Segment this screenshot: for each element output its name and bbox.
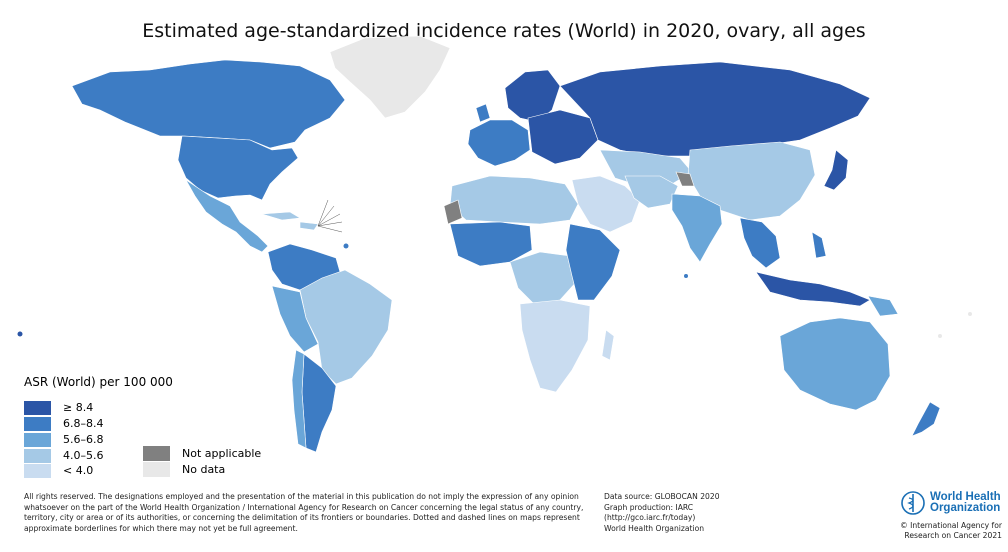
region-northern-europe[interactable] [504,69,561,123]
region-usa[interactable] [177,135,299,201]
legend-swatch [24,448,51,463]
source-line: Data source: GLOBOCAN 2020 [604,492,720,501]
region-caribbean[interactable] [261,211,319,231]
caribbean-pointers [317,199,343,233]
region-middle-east[interactable] [571,175,641,233]
region-russia[interactable] [559,61,871,157]
legend-label: 6.8–8.4 [63,417,104,430]
legend-swatch [143,446,170,461]
who-name-line: World Health [930,491,1001,503]
legend-item: 4.0–5.6 [24,448,104,463]
legend-label: ≥ 8.4 [63,401,94,414]
legend-label: No data [182,463,226,476]
who-emblem-icon [901,491,925,515]
region-japan[interactable] [823,149,849,191]
region-eastern-europe[interactable] [527,109,599,165]
legend-label: < 4.0 [63,464,94,477]
legend-title: ASR (World) per 100 000 [24,375,173,389]
who-name-line: Organization [930,502,1001,514]
map-title: Estimated age-standardized incidence rat… [142,20,866,42]
legend-label: Not applicable [182,447,262,460]
disclaimer-footnote: All rights reserved. The designations em… [24,492,584,533]
island-marker [343,243,349,249]
legend-swatch [24,463,51,478]
region-western-sahara[interactable] [443,199,463,225]
region-southern-africa[interactable] [519,299,591,393]
region-greenland[interactable] [329,35,451,119]
legend-not-applicable: Not applicable [143,446,261,461]
region-new-zealand[interactable] [911,401,941,437]
source-info: Data source: GLOBOCAN 2020 Graph product… [604,492,784,534]
region-china[interactable] [687,141,816,221]
region-west-africa[interactable] [449,221,533,267]
legend-item: < 4.0 [24,463,93,478]
region-philippines[interactable] [811,231,827,259]
region-east-africa[interactable] [565,223,621,301]
region-southeast-asia[interactable] [739,217,781,269]
legend-no-data: No data [143,462,225,477]
island-marker [17,331,23,337]
region-kashmir[interactable] [675,171,695,187]
region-western-europe[interactable] [467,119,531,167]
legend-swatch [24,416,51,431]
who-name: World Health Organization [930,491,1001,514]
region-indonesia[interactable] [755,271,871,307]
iarc-copyright: © International Agency for Research on C… [880,521,1002,541]
legend-swatch [143,462,170,477]
region-central-africa[interactable] [509,251,579,305]
source-link[interactable]: (http://gco.iarc.fr/today) [604,513,696,522]
region-mexico[interactable] [185,179,269,253]
legend-swatch [24,432,51,447]
legend-label: 5.6–6.8 [63,433,104,446]
island-marker [968,312,972,316]
iarc-line: Research on Cancer 2021 [904,531,1002,540]
region-papua[interactable] [867,295,899,317]
legend-swatch [24,400,51,415]
source-line: Graph production: IARC [604,502,694,512]
region-brazil[interactable] [299,269,393,385]
region-india[interactable] [671,193,723,263]
region-canada-alaska[interactable] [71,59,346,149]
legend-item: 6.8–8.4 [24,416,104,431]
region-chile[interactable] [291,349,307,449]
region-north-africa[interactable] [449,175,579,225]
region-madagascar[interactable] [601,329,615,361]
region-peru-bolivia[interactable] [271,285,319,353]
island-marker [938,334,942,338]
region-iran-afghanistan[interactable] [624,175,679,209]
legend-item: 5.6–6.8 [24,432,104,447]
who-logo: World Health Organization [900,490,1001,516]
iarc-line: © International Agency for [900,521,1002,530]
legend-item: ≥ 8.4 [24,400,93,415]
island-marker [684,274,688,278]
legend-label: 4.0–5.6 [63,449,104,462]
source-line: World Health Organization [604,523,705,533]
region-australia[interactable] [779,317,891,411]
region-uk-ireland[interactable] [475,103,491,123]
